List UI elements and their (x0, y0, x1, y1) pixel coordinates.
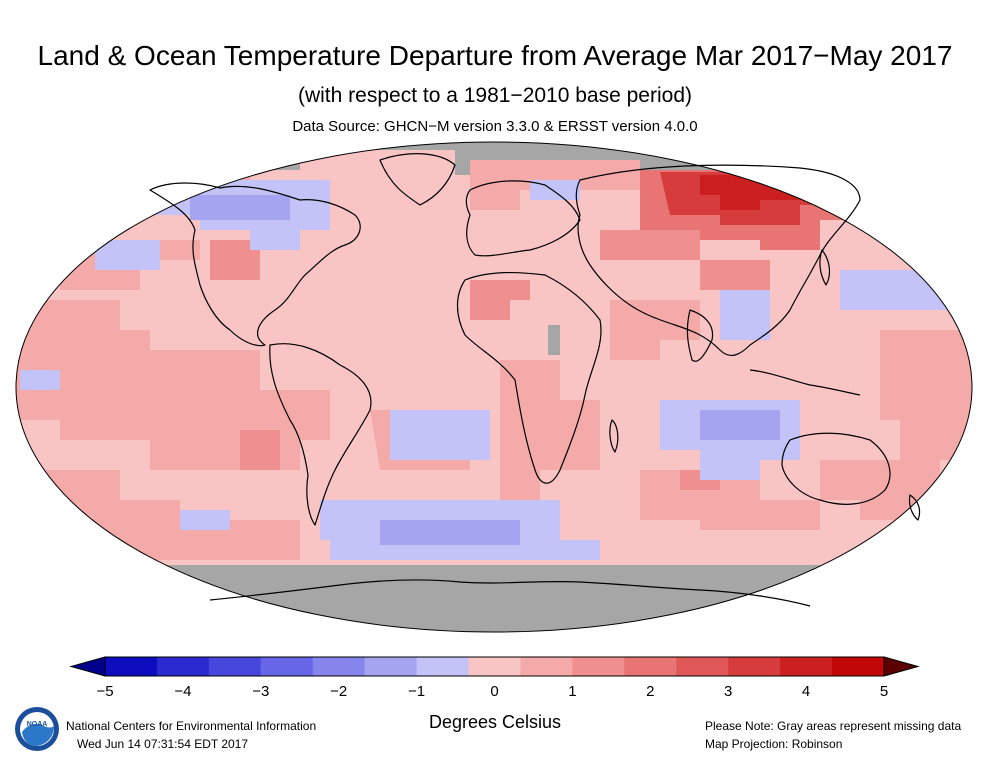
legend-swatch (208, 657, 262, 676)
warm-ocean-band (610, 300, 700, 360)
legend-tick-label: −2 (330, 683, 347, 700)
legend-tick-label: 5 (880, 683, 888, 700)
cool-pacific (95, 240, 160, 270)
africa-outline (456, 271, 602, 484)
legend-swatch (468, 657, 521, 676)
legend-tick-label: 2 (646, 683, 654, 700)
legend-swatch (624, 657, 677, 676)
missing-data-note: Please Note: Gray areas represent missin… (705, 719, 962, 733)
footer-right: Please Note: Gray areas represent missin… (705, 717, 961, 753)
warm-ocean-band (500, 360, 600, 500)
cool-pacific-east (840, 270, 950, 310)
warm-spot (700, 260, 770, 290)
cool-east-pacific (20, 370, 60, 390)
legend-swatch (832, 657, 885, 676)
legend-tick-label: −5 (96, 683, 113, 700)
cool-south-pacific (180, 510, 230, 530)
legend-swatch (728, 657, 781, 676)
legend-tick-label: 4 (802, 683, 810, 700)
cool-indian-ocean-core (700, 410, 780, 440)
legend-tick-label: 3 (724, 683, 732, 700)
color-legend: −5 −4 −3 −2 −1 0 1 2 3 4 5 (69, 656, 920, 700)
cool-scandinavia (530, 180, 580, 200)
legend-tick-label: 1 (568, 683, 576, 700)
australia-outline (781, 432, 891, 505)
new-zealand-outline (908, 494, 921, 521)
legend-swatch (520, 657, 573, 676)
madagascar-outline (609, 419, 619, 453)
legend-arrow-low (69, 656, 106, 677)
legend-tick-label: −4 (174, 683, 191, 700)
legend-swatch (105, 657, 158, 676)
europe-outline (465, 180, 581, 257)
japan-outline (819, 249, 831, 286)
legend-swatch (416, 657, 470, 676)
legend-tick-label: −1 (408, 683, 425, 700)
legend-title: Degrees Celsius (428, 712, 562, 732)
globe-border (15, 141, 973, 633)
projection-note: Map Projection: Robinson (705, 737, 843, 751)
legend-arrow-high (883, 656, 920, 677)
cool-south-atlantic (390, 410, 490, 460)
north-america-outline (149, 182, 361, 347)
legend-tick-label: −3 (252, 683, 269, 700)
legend-border (104, 656, 885, 677)
warm-spot (470, 280, 530, 320)
map-subtitle: (with respect to a 1981−2010 base period… (297, 84, 692, 107)
noaa-logo-icon: NOAA (15, 707, 59, 751)
world-map (15, 141, 973, 633)
greenland-outline (379, 153, 456, 206)
east-asia-warm (600, 230, 700, 260)
warm-ocean-band (880, 330, 972, 460)
cool-southern-ocean-core (380, 520, 520, 545)
legend-swatch (260, 657, 314, 676)
missing-antarctica (16, 565, 972, 632)
footer-left: National Centers for Environmental Infor… (66, 717, 316, 753)
legend-swatch (780, 657, 833, 676)
legend-swatch (364, 657, 418, 676)
legend-tick-label: 0 (490, 683, 498, 700)
legend-swatch (156, 657, 210, 676)
india-outline (686, 309, 714, 362)
indonesia-outline (749, 369, 861, 396)
legend-swatch (676, 657, 729, 676)
map-title: Land & Ocean Temperature Departure from … (37, 40, 953, 71)
antarctica-outline (209, 579, 811, 607)
legend-swatch (312, 657, 366, 676)
coastlines (149, 153, 921, 607)
cool-se-asia (720, 290, 770, 340)
warm-spot (240, 430, 280, 470)
cool-africa-missing (548, 325, 560, 355)
asia-outline (575, 164, 861, 357)
data-source: Data Source: GHCN−M version 3.3.0 & ERSS… (292, 118, 698, 135)
cool-canada-core (190, 195, 290, 220)
logo-text: NOAA (27, 721, 48, 728)
warm-spot (210, 240, 260, 280)
timestamp: Wed Jun 14 07:31:54 EDT 2017 (77, 737, 249, 751)
south-america-outline (269, 343, 372, 526)
legend-swatch (572, 657, 625, 676)
org-name: National Centers for Environmental Infor… (66, 719, 317, 733)
